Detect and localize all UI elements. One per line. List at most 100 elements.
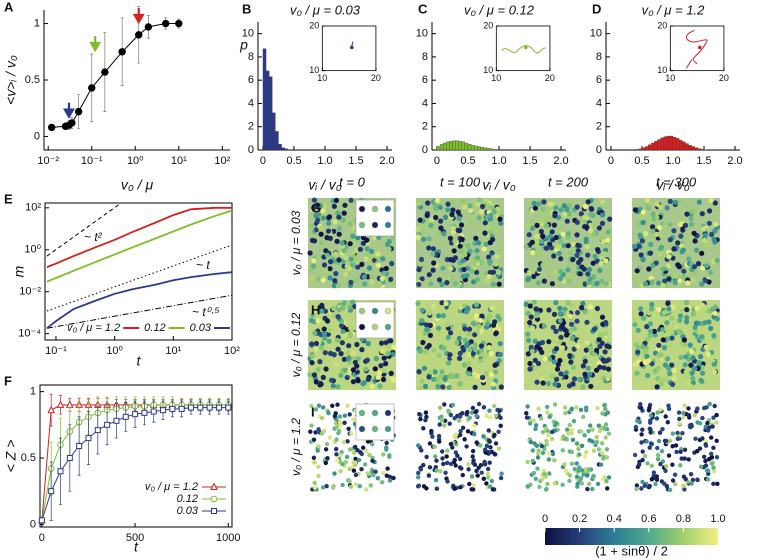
- cell: [466, 361, 472, 367]
- reference-label: ~ t⁰·⁵: [192, 305, 220, 319]
- cell: [312, 330, 318, 336]
- cell: [604, 455, 610, 460]
- cell: [340, 482, 345, 488]
- cell: [312, 460, 317, 465]
- cell: [416, 200, 422, 207]
- cell: [338, 453, 343, 458]
- cell: [426, 245, 432, 251]
- cell: [577, 338, 583, 345]
- cell: [447, 352, 453, 358]
- cell: [486, 344, 492, 350]
- cell: [543, 487, 549, 492]
- cell: [427, 465, 433, 470]
- cell: [551, 311, 558, 317]
- cell: [527, 303, 533, 309]
- cell: [369, 279, 375, 285]
- bar: [635, 149, 640, 151]
- cell: [690, 477, 696, 483]
- snapshot: [524, 402, 612, 492]
- cell: [564, 332, 570, 338]
- cell: [645, 372, 651, 379]
- cell: [421, 236, 427, 242]
- cell: [368, 483, 373, 488]
- cell: [603, 281, 609, 287]
- cell: [690, 375, 696, 381]
- cell: [438, 218, 444, 224]
- cell: [381, 355, 387, 361]
- cell: [582, 454, 588, 459]
- bar: [483, 147, 487, 151]
- cell: [360, 240, 366, 246]
- cell: [557, 311, 564, 317]
- cell: [694, 305, 700, 311]
- y-tick-label: 8: [596, 51, 602, 63]
- cell: [677, 416, 682, 422]
- cell: [331, 283, 337, 289]
- cell: [457, 355, 463, 361]
- series-line: [46, 209, 233, 283]
- cell: [498, 475, 504, 481]
- cell: [706, 471, 711, 476]
- cell: [670, 304, 676, 310]
- x-tick-label: 10⁰: [106, 345, 123, 357]
- cell: [426, 272, 432, 278]
- cell: [604, 237, 611, 243]
- series-line: [46, 271, 233, 330]
- cell: [484, 443, 490, 448]
- cell: [478, 352, 485, 358]
- cell: [677, 313, 684, 319]
- cell: [586, 429, 591, 434]
- cell: [430, 267, 436, 273]
- cell: [311, 437, 317, 442]
- cell: [336, 307, 342, 313]
- cell: [450, 225, 456, 231]
- cell: [658, 233, 665, 239]
- cell: [336, 214, 342, 220]
- cell: [654, 477, 660, 482]
- cell: [563, 370, 569, 376]
- cell: [450, 199, 456, 206]
- inset-y-tick-label: 20: [483, 20, 493, 30]
- cell: [684, 319, 690, 325]
- cell: [321, 326, 327, 332]
- cell: [674, 449, 679, 455]
- cell: [711, 415, 716, 420]
- cell: [336, 231, 342, 237]
- cell: [595, 406, 600, 411]
- cell: [574, 204, 580, 210]
- cell: [562, 405, 568, 410]
- cell: [692, 366, 698, 372]
- cell: [604, 447, 610, 452]
- cell: [602, 475, 607, 480]
- cell: [384, 447, 389, 452]
- cell: [325, 331, 331, 337]
- cell: [386, 238, 392, 245]
- cell: [699, 211, 705, 217]
- cell: [658, 244, 665, 250]
- cell: [681, 337, 688, 343]
- bar: [446, 141, 450, 151]
- cell: [320, 277, 326, 283]
- cell: [450, 229, 457, 235]
- cell: [651, 328, 658, 334]
- cell: [575, 343, 581, 349]
- cell: [474, 277, 481, 283]
- cell: [370, 442, 375, 447]
- cell: [347, 304, 353, 310]
- cell: [582, 204, 589, 210]
- cell: [684, 211, 690, 217]
- inset-x-tick-label: 10: [665, 73, 675, 83]
- chart-title: v₀ / μ = 0.12: [464, 2, 535, 17]
- cell: [474, 413, 479, 419]
- cell: [565, 231, 571, 237]
- cell: [489, 478, 494, 484]
- cell: [707, 208, 713, 214]
- cell: [682, 487, 687, 492]
- cell: [533, 426, 538, 432]
- cell: [659, 449, 665, 454]
- cell: [547, 201, 553, 207]
- cell: [353, 256, 359, 262]
- cell: [334, 446, 339, 452]
- cell: [343, 271, 349, 278]
- cell: [646, 255, 652, 262]
